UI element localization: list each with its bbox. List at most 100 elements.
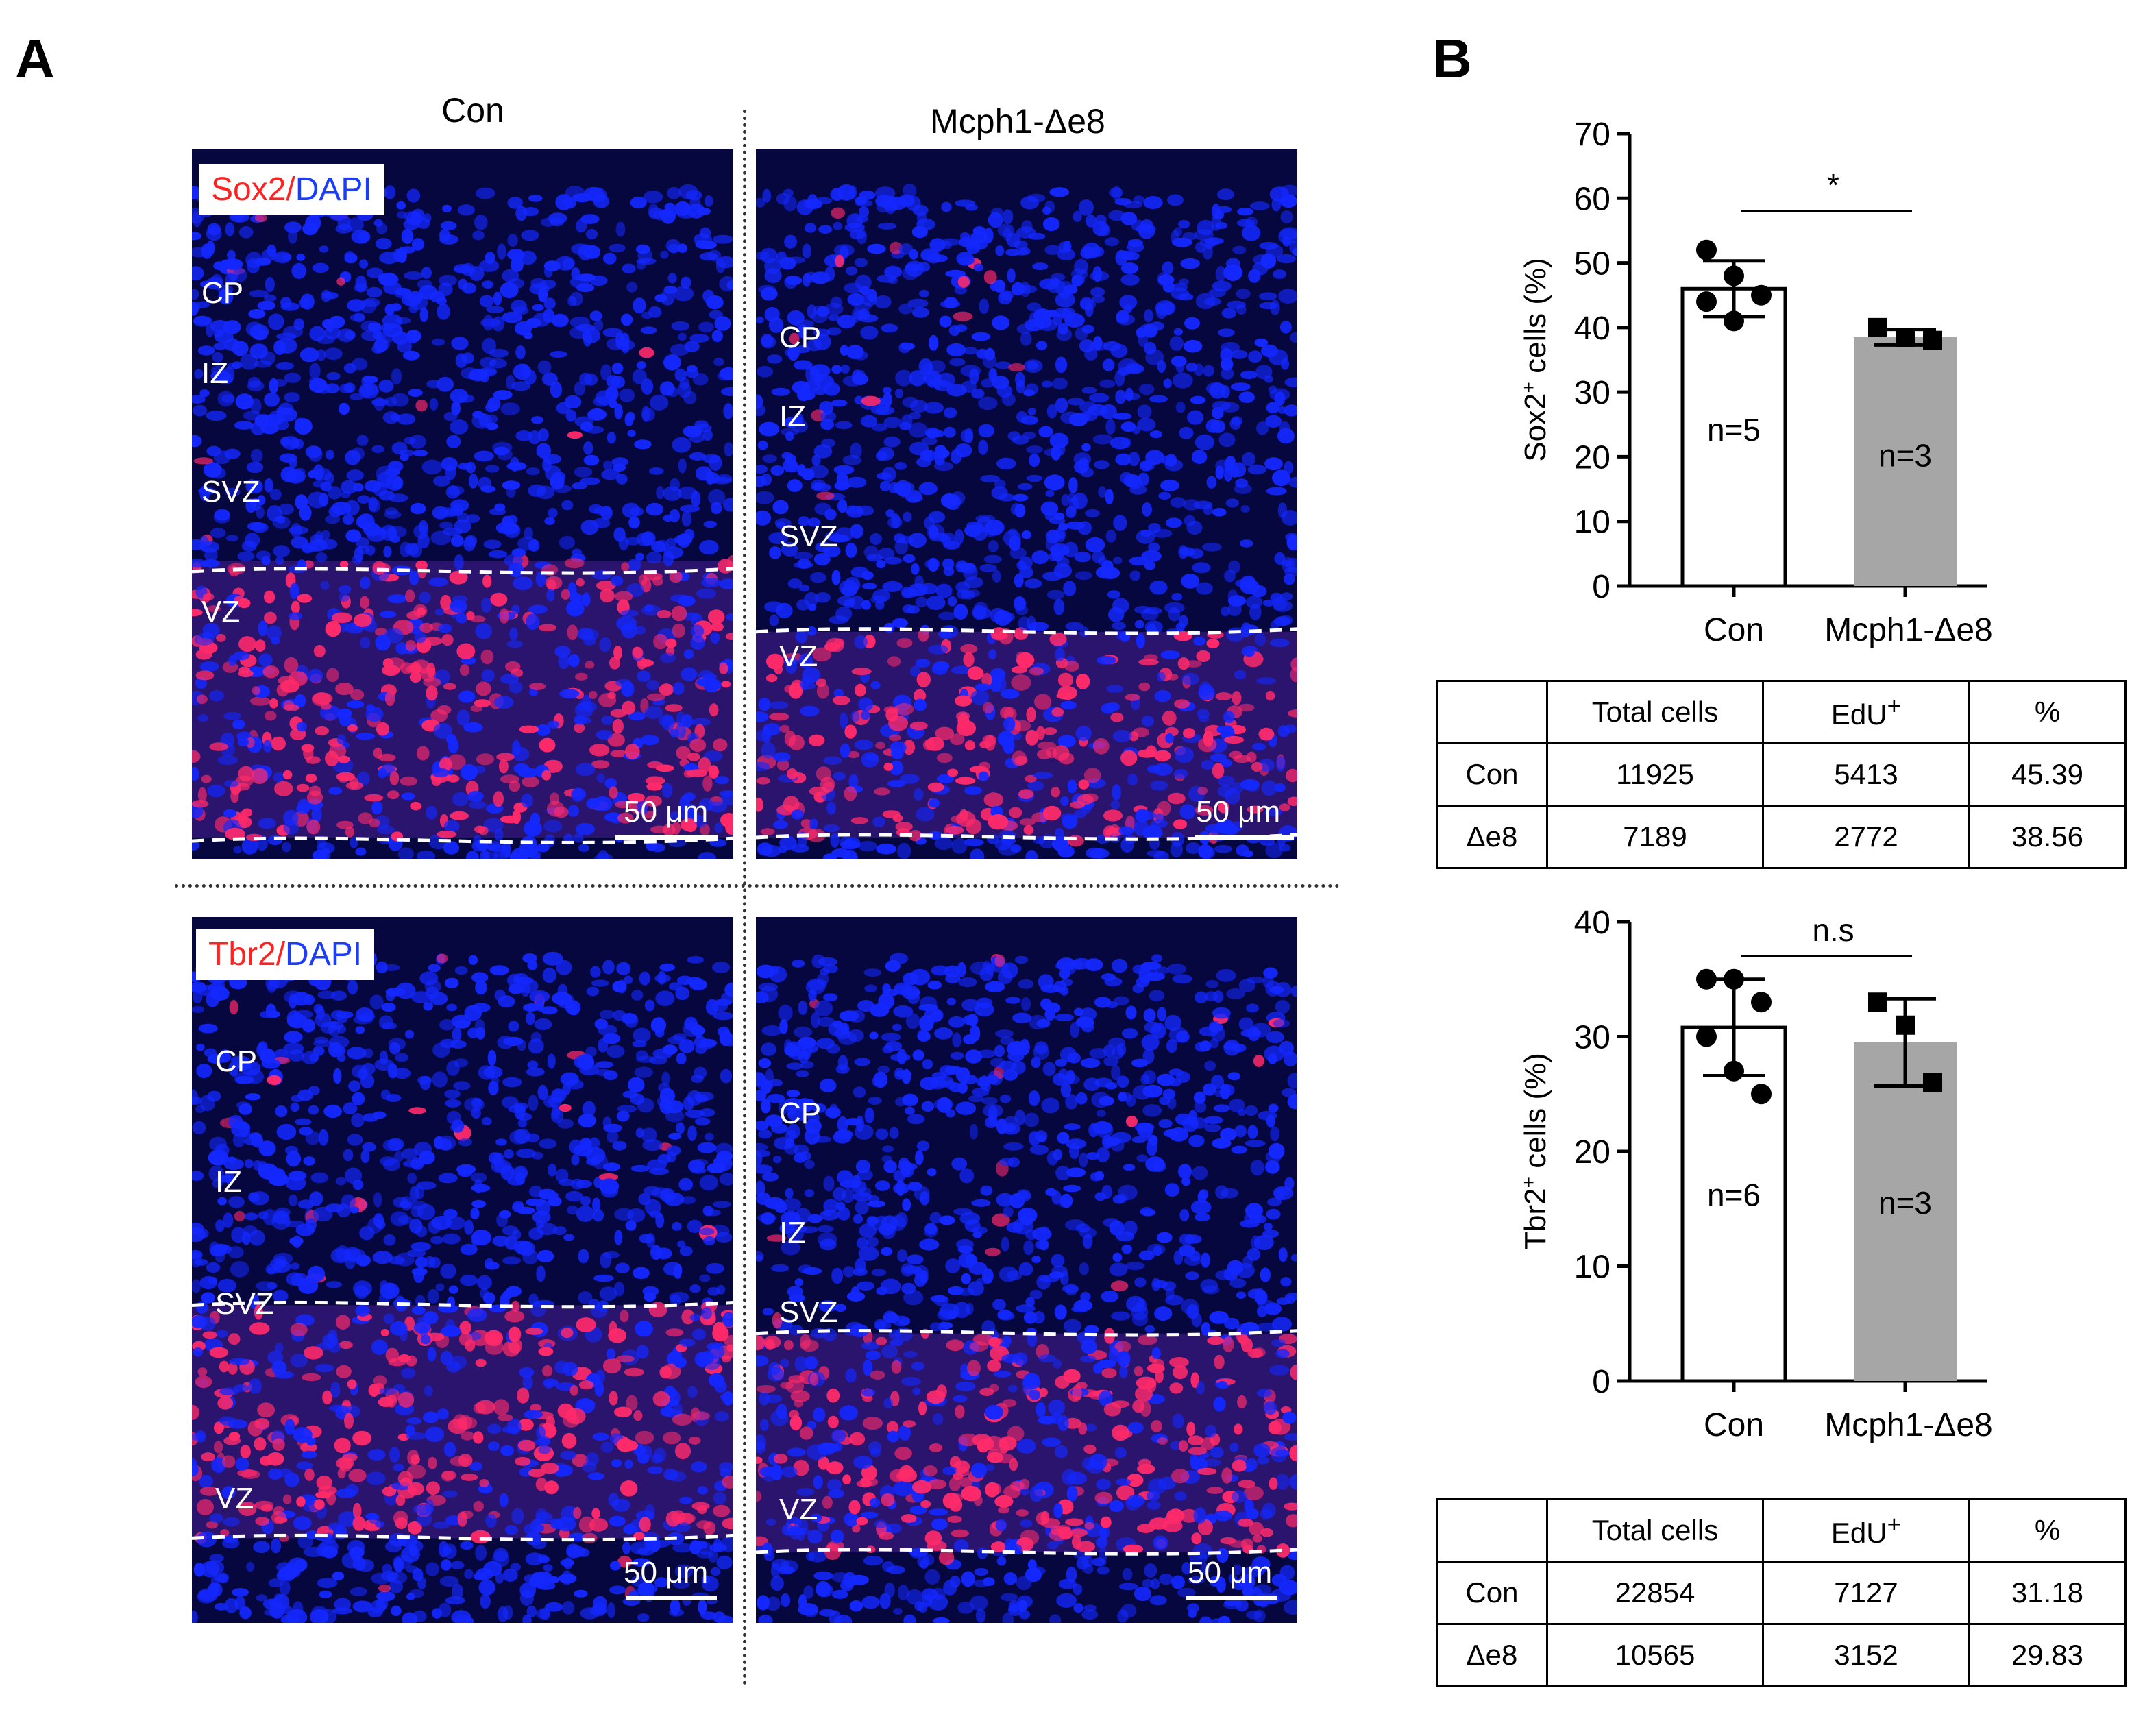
- zone-label: CP: [779, 321, 822, 354]
- table-row: Con 11925 5413 45.39: [1436, 742, 2127, 807]
- edu-label: EdU: [1830, 1517, 1887, 1549]
- micrograph-sox2-con: Sox2/DAPI CP IZ SVZ VZ 50 μm: [192, 149, 733, 859]
- y-tick-label: 40: [1574, 905, 1610, 941]
- zone-label: VZ: [779, 639, 818, 673]
- zone-label: CP: [779, 1097, 822, 1130]
- table-cell: EdU+: [1762, 1498, 1970, 1563]
- data-point: [1696, 291, 1717, 313]
- scale-label: 50 μm: [624, 795, 709, 829]
- data-point: [1751, 284, 1772, 306]
- table-sox2: Total cells EdU+ % Con 11925 5413 45.39 …: [1436, 680, 2127, 869]
- scale-bar: [615, 835, 718, 840]
- y-tick-label: 0: [1592, 569, 1610, 605]
- x-tick-label: Con: [1704, 612, 1764, 648]
- table-cell: %: [1968, 1498, 2127, 1563]
- data-point: [1923, 1073, 1942, 1092]
- table-row: Δe8 7189 2772 38.56: [1436, 805, 2127, 869]
- table-cell: 11925: [1546, 742, 1764, 807]
- table-tbr2: Total cells EdU+ % Con 22854 7127 31.18 …: [1436, 1498, 2127, 1687]
- table-cell: [1436, 680, 1548, 744]
- stain-blue-text: DAPI: [285, 936, 363, 973]
- scale-bar: [1186, 1596, 1277, 1600]
- stain-blue-text: DAPI: [295, 171, 372, 208]
- horizontal-divider: [175, 884, 1340, 888]
- zone-label: SVZ: [215, 1287, 274, 1321]
- table-cell: 31.18: [1968, 1561, 2127, 1625]
- zone-label: VZ: [779, 1493, 818, 1526]
- table-header-row: Total cells EdU+ %: [1436, 1498, 2127, 1563]
- data-point: [1696, 1026, 1717, 1047]
- y-tick-label: 20: [1574, 439, 1610, 476]
- edu-label: EdU: [1830, 698, 1887, 731]
- zone-label: VZ: [215, 1482, 254, 1515]
- table-cell: 45.39: [1968, 742, 2127, 807]
- data-point: [1724, 1060, 1744, 1082]
- data-point: [1696, 239, 1717, 260]
- data-point: [1724, 265, 1744, 286]
- table-header-row: Total cells EdU+ %: [1436, 680, 2127, 744]
- data-point: [1868, 317, 1887, 337]
- column-title-mutant: Mcph1-Δe8: [930, 102, 1105, 140]
- table-cell: 3152: [1762, 1623, 1970, 1687]
- table-row: Con 22854 7127 31.18: [1436, 1561, 2127, 1625]
- bar-con: [1680, 286, 1787, 588]
- data-point: [1724, 310, 1744, 332]
- zone-label: IZ: [201, 356, 229, 390]
- data-point: [1724, 968, 1744, 990]
- zone-label: CP: [215, 1044, 258, 1078]
- micrograph-tbr2-mutant: CP IZ SVZ VZ 50 μm: [756, 917, 1297, 1623]
- x-tick-label: Con: [1704, 1407, 1764, 1443]
- table-cell: Total cells: [1546, 680, 1764, 744]
- zone-label: CP: [201, 276, 244, 310]
- table-row: Δe8 10565 3152 29.83: [1436, 1623, 2127, 1687]
- table-cell: [1436, 1498, 1548, 1563]
- y-axis-label: Sox2+ cells (%): [1518, 258, 1553, 462]
- data-point: [1751, 1084, 1772, 1105]
- table-cell: Δe8: [1436, 805, 1548, 869]
- table-cell: Δe8: [1436, 1623, 1548, 1687]
- chart-tbr2: 0 10 20 30 40 Tbr2+ cells (%) n=6 Con n=3 Mcph1-Δ…: [1518, 905, 1993, 1443]
- y-axis-label: Tbr2+ cells (%): [1518, 1053, 1553, 1250]
- table-cell: Con: [1436, 1561, 1548, 1625]
- scale-bar: [626, 1596, 717, 1600]
- table-cell: Total cells: [1546, 1498, 1764, 1563]
- zone-label: SVZ: [779, 1295, 838, 1329]
- scale-label: 50 μm: [624, 1556, 709, 1589]
- stain-sep: /: [275, 936, 286, 973]
- table-cell: 7127: [1762, 1561, 1970, 1625]
- y-tick-label: 50: [1574, 246, 1610, 282]
- data-point: [1868, 992, 1887, 1012]
- micrograph-tbr2-con: Tbr2/DAPI CP IZ SVZ VZ 50 μm: [192, 917, 733, 1623]
- table-cell: EdU+: [1762, 680, 1970, 744]
- significance-label: *: [1827, 167, 1839, 203]
- y-tick-label: 0: [1592, 1364, 1610, 1400]
- n-label: n=3: [1878, 438, 1932, 474]
- y-tick-label: 30: [1574, 375, 1610, 411]
- table-cell: 5413: [1762, 742, 1970, 807]
- table-cell: Con: [1436, 742, 1548, 807]
- zone-label: IZ: [215, 1165, 243, 1199]
- y-tick-label: 40: [1574, 310, 1610, 347]
- table-cell: 22854: [1546, 1561, 1764, 1625]
- y-tick-label: 70: [1574, 117, 1610, 153]
- zone-label: SVZ: [201, 475, 260, 509]
- zone-label: IZ: [779, 400, 807, 433]
- n-label: n=5: [1707, 412, 1761, 448]
- y-tick-label: 10: [1574, 504, 1610, 541]
- scale-bar: [1195, 835, 1294, 840]
- y-tick-label: 60: [1574, 181, 1610, 217]
- data-point: [1923, 330, 1942, 350]
- zone-label: SVZ: [779, 520, 838, 553]
- data-point: [1896, 328, 1915, 347]
- scale-label: 50 μm: [1196, 795, 1281, 829]
- data-point: [1896, 1015, 1915, 1035]
- panel-letter-a: A: [15, 28, 55, 89]
- x-tick-label: Mcph1-Δe8: [1824, 612, 1993, 648]
- y-tick-label: 10: [1574, 1249, 1610, 1286]
- stain-label: Sox2/DAPI: [199, 164, 384, 215]
- zone-label: VZ: [201, 595, 241, 628]
- n-label: n=3: [1878, 1185, 1932, 1221]
- column-title-con: Con: [441, 91, 504, 130]
- bar-mutant: [1854, 337, 1957, 586]
- data-point: [1696, 968, 1717, 990]
